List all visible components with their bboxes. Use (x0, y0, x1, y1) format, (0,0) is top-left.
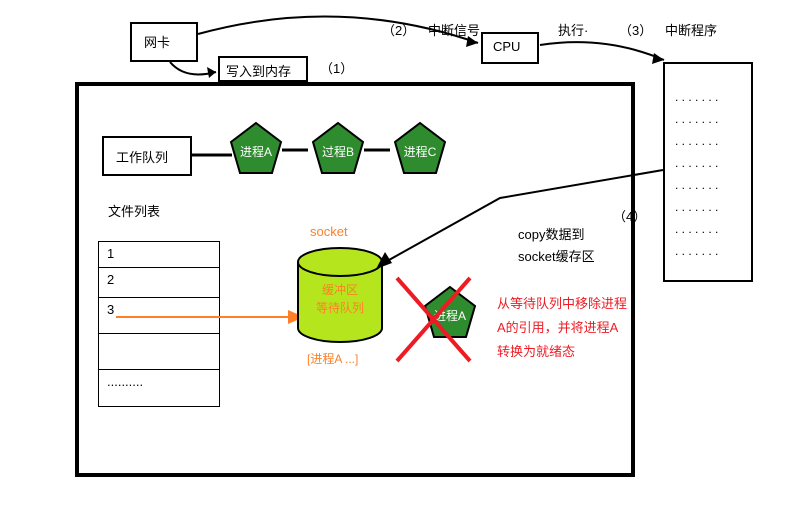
svg-text:过程B: 过程B (322, 144, 354, 159)
pentagon-b: 过程B (313, 123, 363, 173)
work-queue-label: 工作队列 (116, 150, 168, 165)
interrupt-box: . . . . . . . . . . . . . . . . . . . . … (663, 62, 753, 282)
dots-row-3: . . . . . . . (675, 130, 741, 152)
remove-text-1: 从等待队列中移除进程 (497, 292, 627, 316)
dots-row-7: . . . . . . . (675, 218, 741, 240)
remove-text-block: 从等待队列中移除进程 A的引用，并将进程A 转换为就绪态 (497, 292, 627, 364)
svg-text:等待队列: 等待队列 (316, 300, 364, 315)
pentagon-a: 进程A (231, 123, 281, 173)
row-dots: .......... (99, 370, 219, 406)
work-queue-box: 工作队列 (102, 136, 192, 176)
dots-row-1: . . . . . . . (675, 86, 741, 108)
svg-text:缓冲区: 缓冲区 (322, 282, 358, 297)
socket-title: socket (310, 224, 348, 239)
dots-row-6: . . . . . . . (675, 196, 741, 218)
dots-row-8: . . . . . . . (675, 240, 741, 262)
orange-arrow-svg (116, 305, 306, 335)
file-list-label: 文件列表 (108, 201, 160, 220)
socket-note: [进程A ...] (307, 350, 358, 367)
svg-text:进程A: 进程A (240, 144, 272, 159)
svg-text:进程C: 进程C (404, 144, 437, 159)
dots-row-2: . . . . . . . (675, 108, 741, 130)
row-4 (99, 334, 219, 370)
row-1: 1 (99, 242, 219, 268)
dots-row-4: . . . . . . . (675, 152, 741, 174)
removed-proc-svg: 进程A (395, 276, 495, 376)
remove-text-2: A的引用，并将进程A (497, 316, 627, 340)
row-2: 2 (99, 268, 219, 298)
dots-row-5: . . . . . . . (675, 174, 741, 196)
copy-arrow-svg (370, 160, 670, 280)
remove-text-3: 转换为就绪态 (497, 340, 627, 364)
